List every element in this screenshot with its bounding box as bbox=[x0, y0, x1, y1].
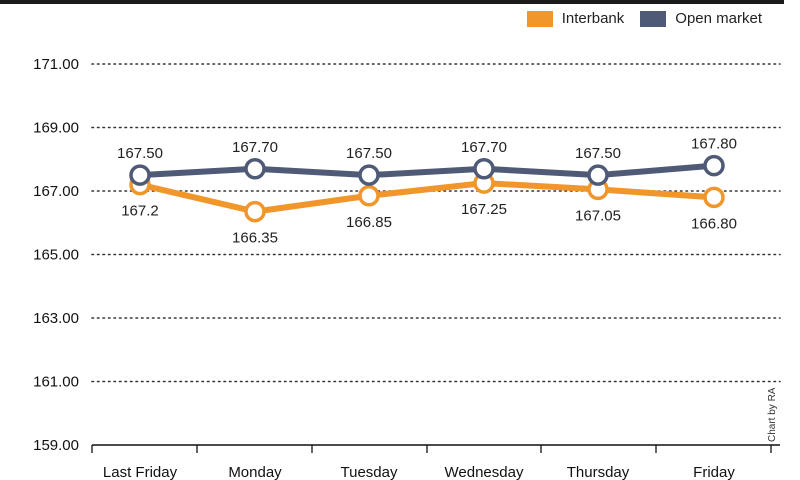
chart-credit: Chart by RA bbox=[767, 387, 778, 442]
y-tick-label: 171.00 bbox=[33, 56, 79, 73]
x-tick-label: Wednesday bbox=[445, 464, 524, 480]
x-tick-label: Last Friday bbox=[103, 464, 178, 480]
y-tick-label: 169.00 bbox=[33, 120, 79, 137]
x-tick-label: Thursday bbox=[567, 464, 630, 480]
data-label-open-market: 167.70 bbox=[461, 139, 507, 156]
data-label-interbank: 167.2 bbox=[121, 203, 159, 220]
x-tick-label: Friday bbox=[693, 464, 735, 480]
legend-swatch-open-market bbox=[640, 10, 667, 27]
y-tick-label: 159.00 bbox=[33, 437, 79, 454]
data-label-open-market: 167.80 bbox=[691, 136, 737, 153]
data-label-interbank: 167.25 bbox=[461, 201, 507, 218]
data-label-open-market: 167.50 bbox=[117, 145, 163, 162]
data-label-open-market: 167.70 bbox=[232, 139, 278, 156]
data-point-interbank bbox=[244, 200, 266, 223]
legend-swatch-interbank bbox=[526, 10, 553, 27]
data-point-interbank bbox=[703, 186, 725, 209]
data-point-open-market bbox=[129, 164, 151, 186]
y-tick-label: 167.00 bbox=[33, 183, 79, 200]
data-point-open-market bbox=[244, 158, 266, 180]
series-line-open-market bbox=[137, 162, 717, 179]
data-point-open-market bbox=[703, 154, 725, 177]
series-line-interbank bbox=[137, 180, 717, 215]
data-label-open-market: 167.50 bbox=[346, 145, 392, 162]
legend-label-open-market: Open market bbox=[675, 10, 762, 27]
data-label-open-market: 167.50 bbox=[575, 145, 621, 162]
legend-label-interbank: Interbank bbox=[561, 10, 625, 27]
data-point-open-market bbox=[473, 158, 495, 180]
data-point-interbank bbox=[358, 185, 380, 207]
data-point-open-market bbox=[358, 164, 380, 186]
top-rule bbox=[0, 0, 784, 4]
x-tick-label: Tuesday bbox=[341, 464, 398, 480]
y-tick-label: 163.00 bbox=[33, 310, 79, 327]
data-label-interbank: 166.35 bbox=[232, 230, 278, 247]
y-tick-label: 161.00 bbox=[33, 374, 79, 391]
data-label-interbank: 166.80 bbox=[691, 215, 737, 232]
legend-item-interbank: Interbank bbox=[526, 10, 625, 27]
x-tick-label: Monday bbox=[228, 464, 282, 480]
data-label-interbank: 166.85 bbox=[346, 214, 392, 231]
y-tick-label: 165.00 bbox=[33, 247, 79, 264]
legend-item-open-market: Open market bbox=[640, 10, 762, 27]
data-point-open-market bbox=[587, 164, 609, 186]
legend: Interbank Open market bbox=[511, 10, 762, 27]
data-label-interbank: 167.05 bbox=[575, 207, 621, 224]
